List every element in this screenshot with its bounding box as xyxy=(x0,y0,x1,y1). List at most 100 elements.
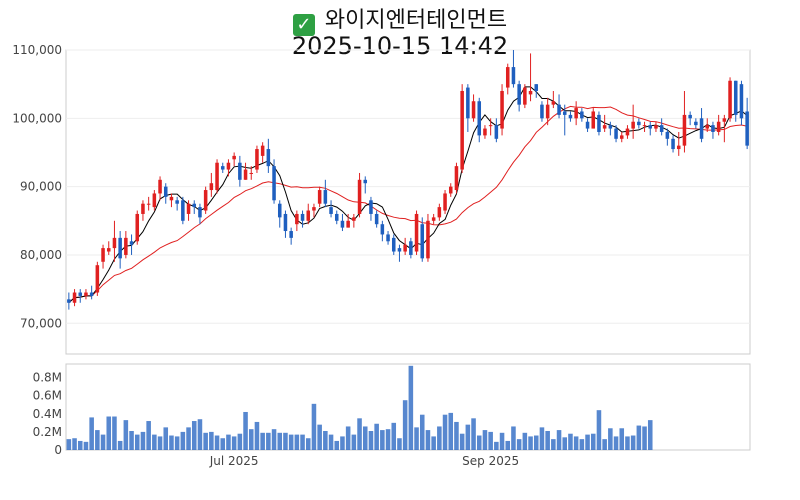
candle xyxy=(711,121,715,139)
candle xyxy=(671,135,675,153)
volume-bar xyxy=(77,440,83,450)
volume-bar xyxy=(323,430,328,450)
candle xyxy=(72,289,77,307)
moving-average-long-line xyxy=(68,105,748,304)
volume-bar xyxy=(630,435,636,450)
candle xyxy=(255,145,259,173)
candle xyxy=(232,152,236,167)
volume-bar xyxy=(442,414,448,450)
volume-bar xyxy=(220,438,226,450)
volume-bar xyxy=(243,411,248,450)
candle-body xyxy=(181,200,185,221)
volume-bar xyxy=(112,416,117,450)
price-tick-label: 100,000 xyxy=(12,111,62,125)
price-tick-label: 90,000 xyxy=(20,180,62,194)
volume-bar xyxy=(494,441,499,450)
volume-bar xyxy=(100,434,106,450)
candle-body xyxy=(551,101,556,105)
candle xyxy=(106,241,111,255)
candle xyxy=(654,121,658,132)
candle-body xyxy=(471,101,476,119)
candle-body xyxy=(523,87,527,105)
candle-body xyxy=(266,149,271,167)
candle-body xyxy=(654,125,658,129)
candle-body xyxy=(568,114,573,119)
volume-bar xyxy=(522,432,528,450)
candle xyxy=(608,121,613,136)
candle-body xyxy=(642,125,647,127)
volume-bar xyxy=(203,432,208,450)
candle-body xyxy=(95,265,100,293)
candle-body xyxy=(112,237,117,249)
volume-bar xyxy=(271,429,277,450)
candle-body xyxy=(562,111,567,115)
candle xyxy=(409,237,413,259)
volume-bar xyxy=(129,430,134,450)
volume-bar xyxy=(174,436,180,450)
candle-body xyxy=(676,145,681,150)
volume-bar xyxy=(568,433,573,450)
candle xyxy=(682,90,687,153)
candle xyxy=(648,121,653,136)
volume-bar xyxy=(140,431,146,450)
candle xyxy=(403,237,407,255)
candle xyxy=(203,186,208,214)
candle-body xyxy=(511,67,516,85)
volume-tick-label: 0 xyxy=(54,443,62,457)
volume-bar xyxy=(380,430,385,450)
candle xyxy=(534,84,539,98)
candle xyxy=(659,118,664,136)
candle-body xyxy=(158,179,162,194)
candle xyxy=(163,183,168,204)
candle-body xyxy=(226,162,231,170)
candle-body xyxy=(357,179,362,214)
candle-body xyxy=(545,104,550,119)
candle xyxy=(198,203,202,225)
volume-bar xyxy=(556,430,562,450)
candle xyxy=(146,196,151,211)
volume-bar xyxy=(169,435,174,450)
candle xyxy=(283,210,288,238)
candle-body xyxy=(198,207,202,218)
stock-name: 와이지엔터테인먼트 xyxy=(324,8,508,33)
volume-bar xyxy=(95,430,100,450)
price-panel xyxy=(65,49,751,355)
candle-body xyxy=(317,190,322,204)
candle-body xyxy=(238,162,242,180)
candle xyxy=(67,292,71,310)
candle xyxy=(733,80,738,122)
candle xyxy=(374,210,379,228)
candle xyxy=(192,200,197,214)
candle-body xyxy=(591,111,596,129)
candle-body xyxy=(614,128,618,139)
candle xyxy=(688,111,692,126)
volume-bar xyxy=(317,424,322,450)
candle xyxy=(386,231,390,245)
volume-bar xyxy=(123,420,129,450)
candle xyxy=(488,118,493,136)
candle xyxy=(420,217,425,262)
candle-body xyxy=(557,104,561,115)
candle-body xyxy=(688,114,692,119)
volume-bar xyxy=(248,429,254,450)
candle-body xyxy=(369,200,373,214)
volume-bar xyxy=(157,436,163,450)
candle-body xyxy=(89,292,94,296)
candle xyxy=(209,172,214,197)
volume-bar xyxy=(214,435,220,450)
candle-body xyxy=(574,108,578,119)
candle-body xyxy=(705,125,710,129)
volume-bar xyxy=(596,410,602,450)
volume-bar xyxy=(300,434,305,450)
candle xyxy=(631,104,635,139)
candle-body xyxy=(648,125,653,129)
candle xyxy=(89,285,94,300)
candle-body xyxy=(659,125,664,132)
volume-bar xyxy=(431,436,436,450)
candle-body xyxy=(517,84,521,105)
volume-bar xyxy=(117,440,123,450)
volume-bar xyxy=(237,433,243,450)
candle-body xyxy=(403,244,407,252)
candle-body xyxy=(169,196,174,201)
chart-title: ✓ 와이지엔터테인먼트 xyxy=(0,2,800,36)
